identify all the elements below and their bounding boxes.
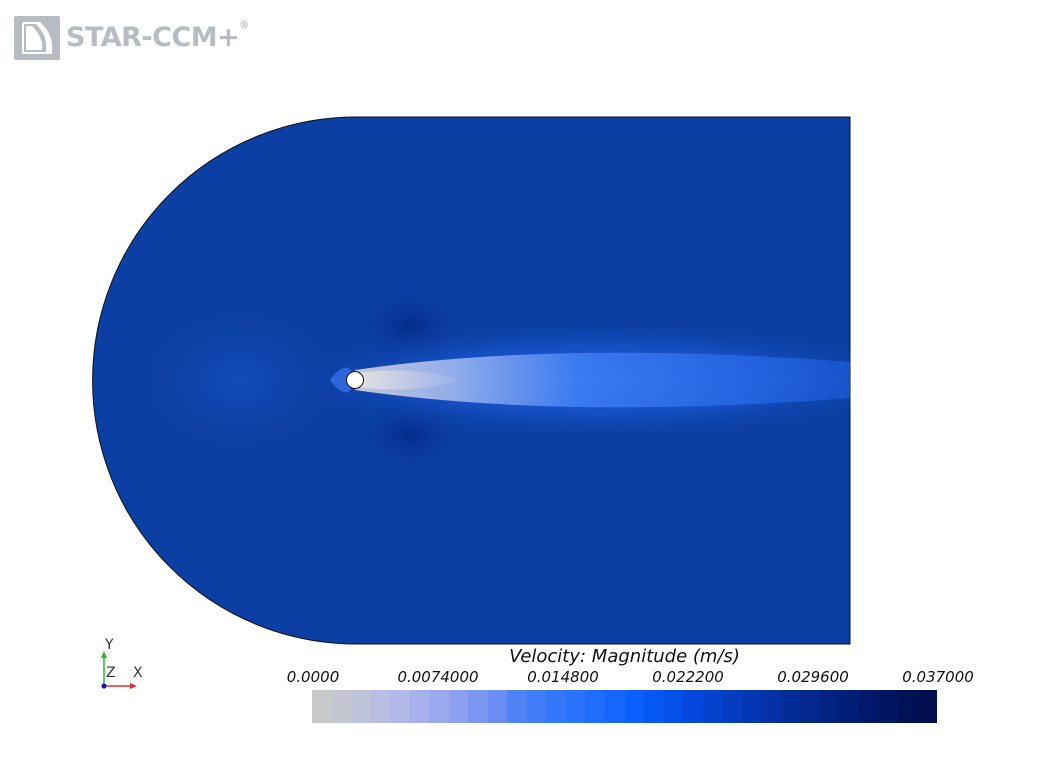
colorbar-swatch	[664, 690, 684, 723]
colorbar-swatch	[390, 690, 410, 723]
axis-y-label: Y	[105, 637, 114, 653]
legend-colorbar	[312, 690, 937, 723]
legend-tick-label: 0.022200	[652, 668, 724, 686]
colorbar-swatch	[761, 690, 781, 723]
colorbar-swatch	[683, 690, 703, 723]
colorbar-swatch	[820, 690, 840, 723]
colorbar-swatch	[644, 690, 664, 723]
colorbar-swatch	[410, 690, 430, 723]
colorbar-swatch	[781, 690, 801, 723]
colorbar-swatch	[351, 690, 371, 723]
colorbar-swatch	[585, 690, 605, 723]
colorbar-swatch	[800, 690, 820, 723]
legend-title: Velocity: Magnitude (m/s)	[312, 646, 937, 667]
colorbar-swatch	[488, 690, 508, 723]
colorbar-swatch	[449, 690, 469, 723]
colorbar-swatch	[332, 690, 352, 723]
colorbar-swatch	[878, 690, 898, 723]
colorbar-swatch	[371, 690, 391, 723]
legend-tick-label: 0.014800	[527, 668, 599, 686]
colorbar-swatch	[917, 690, 937, 723]
colorbar-swatch	[468, 690, 488, 723]
colorbar-swatch	[722, 690, 742, 723]
legend-tick-labels: 0.0000 0.0074000 0.014800 0.022200 0.029…	[0, 668, 1042, 688]
colorbar-swatch	[566, 690, 586, 723]
colorbar-swatch	[625, 690, 645, 723]
legend-tick-label: 0.0074000	[397, 668, 478, 686]
colorbar-swatch	[507, 690, 527, 723]
colorbar-swatch	[429, 690, 449, 723]
legend-tick-label: 0.0000	[287, 668, 340, 686]
legend-tick-label: 0.029600	[777, 668, 849, 686]
colorbar-swatch	[703, 690, 723, 723]
cylinder-obstacle	[347, 372, 364, 389]
colorbar-swatch	[312, 690, 332, 723]
colorbar-swatch	[742, 690, 762, 723]
colorbar-swatch	[605, 690, 625, 723]
colorbar-swatch	[839, 690, 859, 723]
colorbar-swatch	[527, 690, 547, 723]
colorbar-swatch	[898, 690, 918, 723]
colorbar-swatch	[546, 690, 566, 723]
legend-tick-label: 0.037000	[902, 668, 974, 686]
colorbar-swatch	[859, 690, 879, 723]
